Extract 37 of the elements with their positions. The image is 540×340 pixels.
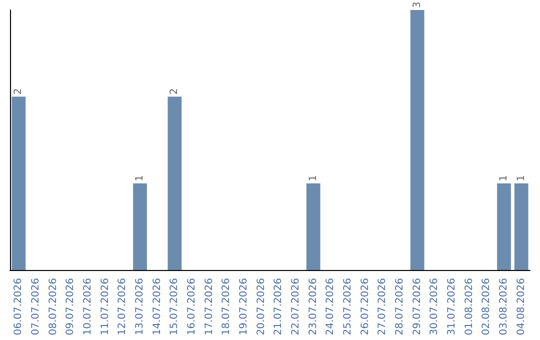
x-tick-label: 02.08.2026 [481,278,492,336]
x-tick-label: 14.07.2026 [152,278,163,336]
x-tick-label: 29.07.2026 [412,278,423,336]
x-tick-label: 09.07.2026 [65,278,76,336]
x-tick-label: 07.07.2026 [30,278,42,336]
x-tick-label: 18.07.2026 [221,278,232,336]
x-tick-label: 28.07.2026 [394,278,406,336]
data-label: 1 [498,174,510,182]
data-label: 3 [412,2,423,8]
x-tick-label: 12.07.2026 [117,278,128,336]
x-tick-label: 13.07.2026 [134,278,146,336]
data-label: 2 [169,88,180,95]
x-tick-label: 03.08.2026 [498,278,510,336]
data-label: 1 [516,174,527,182]
x-tick-label: 04.08.2026 [516,278,527,336]
x-tick-label: 15.07.2026 [169,278,180,336]
x-tick-label: 01.08.2026 [464,278,475,336]
x-tick-label: 26.07.2026 [360,278,371,336]
x-tick-label: 27.07.2026 [377,278,388,336]
data-label: 1 [134,174,146,182]
x-tick-label: 11.07.2026 [100,278,111,336]
x-tick-label: 22.07.2026 [290,278,302,336]
x-tick-label: 20.07.2026 [256,278,267,336]
x-tick-label: 17.07.2026 [204,278,215,336]
x-tick-label: 31.07.2026 [446,278,458,336]
x-tick-label: 25.07.2026 [342,278,354,336]
x-tick-label: 08.07.2026 [48,278,59,336]
x-tick-label: 06.07.2026 [13,278,24,336]
x-tick-label: 23.07.2026 [308,278,319,336]
x-tick-label: 30.07.2026 [429,278,440,336]
x-tick-label: 24.07.2026 [325,278,336,336]
x-tick-label: 21.07.2026 [273,278,284,336]
x-tick-label: 16.07.2026 [186,278,198,336]
data-label: 1 [308,174,319,182]
data-label: 2 [13,88,24,95]
x-tick-label: 10.07.2026 [82,278,94,336]
x-tick-label: 19.07.2026 [238,278,250,336]
